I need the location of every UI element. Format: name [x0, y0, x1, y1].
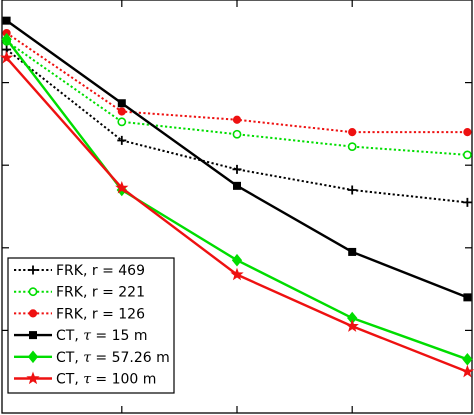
series-2-point-3 — [348, 128, 357, 137]
series-3-point-4 — [463, 293, 472, 302]
series-2-point-4 — [463, 128, 472, 137]
series-5-point-4 — [460, 364, 474, 378]
legend-label-value-0: 469 — [118, 263, 145, 279]
series-5 — [0, 50, 474, 378]
series-0-point-1 — [117, 135, 127, 145]
legend-label-value-4: = 57.26 m — [91, 350, 170, 366]
series-3-point-2 — [233, 181, 241, 190]
legend-label-value-1: 221 — [118, 285, 145, 301]
legend-label-prefix-0: FRK, r = — [56, 263, 118, 279]
legend-label-prefix-2: FRK, r = — [56, 306, 118, 322]
legend-label-symbol-5: τ — [83, 372, 91, 388]
series-1-point-3 — [347, 142, 357, 152]
series-0-point-3 — [347, 185, 357, 195]
series-4-point-2 — [231, 253, 243, 267]
legend-label-2: FRK, r = 126 — [56, 306, 145, 322]
legend-label-0: FRK, r = 469 — [56, 263, 145, 279]
legend-label-1: FRK, r = 221 — [56, 285, 145, 301]
series-layer — [0, 16, 474, 378]
legend-label-prefix-4: CT, — [56, 350, 83, 366]
legend-label-prefix-1: FRK, r = — [56, 285, 118, 301]
legend-label-4: CT, τ = 57.26 m — [56, 350, 170, 366]
legend-marker-0 — [28, 265, 38, 275]
series-3 — [2, 16, 472, 302]
series-3-point-3 — [348, 247, 357, 256]
series-5-point-1 — [115, 180, 129, 194]
legend-label-prefix-5: CT, — [56, 372, 83, 388]
legend-marker-3 — [29, 331, 37, 340]
series-4-point-4 — [462, 353, 473, 366]
series-2-point-1 — [117, 107, 126, 116]
legend-label-prefix-3: CT, — [56, 328, 83, 344]
legend-label-symbol-4: τ — [83, 350, 91, 366]
series-2-point-2 — [232, 115, 242, 124]
legend-label-value-3: = 15 m — [91, 328, 148, 344]
series-1-point-4 — [462, 150, 472, 160]
series-0-point-4 — [462, 197, 472, 207]
legend-marker-1 — [28, 287, 38, 297]
series-0-line — [5, 48, 468, 204]
legend-label-5: CT, τ = 100 m — [56, 372, 156, 388]
series-4-point-0 — [1, 32, 12, 46]
series-3-point-1 — [117, 99, 126, 108]
series-1-point-1 — [117, 117, 127, 127]
legend-marker-5 — [26, 371, 40, 385]
legend-label-value-2: 126 — [118, 306, 145, 322]
series-5-point-2 — [230, 267, 244, 281]
legend-label-3: CT, τ = 15 m — [56, 328, 148, 344]
series-5-point-0 — [0, 50, 14, 64]
series-1 — [2, 36, 472, 160]
legend-box — [7, 257, 175, 394]
legend-label-symbol-3: τ — [83, 328, 91, 344]
series-1-line — [6, 40, 468, 156]
series-1-point-2 — [232, 129, 242, 139]
legend-label-value-5: = 100 m — [91, 372, 156, 388]
series-0-point-2 — [232, 164, 242, 174]
legend-marker-4 — [27, 350, 39, 364]
series-2 — [2, 28, 472, 137]
legend-marker-2 — [28, 309, 38, 318]
series-3-point-0 — [2, 16, 11, 25]
series-5-point-3 — [345, 319, 359, 332]
series-0 — [2, 45, 472, 207]
